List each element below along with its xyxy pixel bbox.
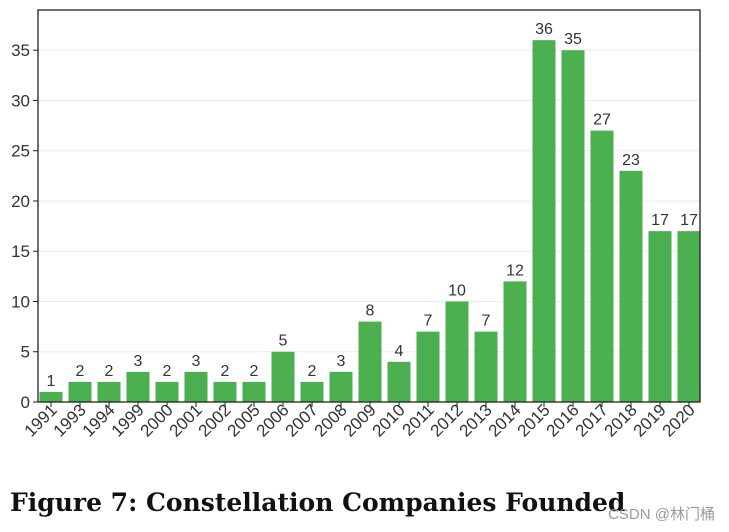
bar xyxy=(242,381,266,402)
y-tick-label: 10 xyxy=(11,292,30,311)
x-tick-label: 1999 xyxy=(108,400,148,440)
bar xyxy=(39,391,63,402)
data-label: 7 xyxy=(424,313,433,330)
bars xyxy=(39,40,701,403)
data-label: 23 xyxy=(622,152,640,169)
x-tick-label: 1994 xyxy=(79,400,119,440)
x-tick-label: 2009 xyxy=(340,400,380,440)
data-label: 3 xyxy=(192,353,201,370)
bar xyxy=(213,381,237,402)
x-tick-label: 2001 xyxy=(166,400,206,440)
y-tick-label: 5 xyxy=(21,343,30,362)
data-label: 35 xyxy=(564,31,582,48)
bar xyxy=(358,321,382,402)
data-label: 8 xyxy=(366,303,375,320)
y-tick-label: 35 xyxy=(11,41,30,60)
x-tick-label: 2020 xyxy=(659,400,699,440)
data-label: 7 xyxy=(482,313,491,330)
bar xyxy=(155,381,179,402)
data-label: 2 xyxy=(163,363,172,380)
bar xyxy=(445,301,469,402)
x-tick-label: 2007 xyxy=(282,400,322,440)
data-label: 3 xyxy=(134,353,143,370)
bar xyxy=(590,130,614,402)
x-tick-label: 2016 xyxy=(543,400,583,440)
bar xyxy=(300,381,324,402)
data-label: 2 xyxy=(308,363,317,380)
data-label: 17 xyxy=(680,212,698,229)
y-tick-label: 25 xyxy=(11,142,30,161)
y-tick-label: 15 xyxy=(11,242,30,261)
bar xyxy=(503,281,527,402)
y-tick-label: 20 xyxy=(11,192,30,211)
data-label: 10 xyxy=(448,282,466,299)
x-tick-label: 1993 xyxy=(50,400,90,440)
x-tick-label: 2017 xyxy=(572,400,612,440)
plot-frame xyxy=(37,9,701,403)
data-label: 2 xyxy=(250,363,259,380)
x-tick-label: 2000 xyxy=(137,400,177,440)
data-label: 4 xyxy=(395,343,404,360)
x-tick-label: 2013 xyxy=(456,400,496,440)
x-tick-label: 2008 xyxy=(311,400,351,440)
bar xyxy=(97,381,121,402)
x-axis-ticks: 1991199319941999200020012002200520062007… xyxy=(21,400,699,440)
data-label: 17 xyxy=(651,212,669,229)
x-tick-label: 2012 xyxy=(427,400,467,440)
y-tick-label: 30 xyxy=(11,91,30,110)
bar xyxy=(648,231,672,402)
bar xyxy=(329,371,353,402)
watermark: CSDN @林门桶 xyxy=(608,506,715,523)
data-label: 2 xyxy=(221,363,230,380)
x-tick-label: 2015 xyxy=(514,400,554,440)
data-label: 2 xyxy=(76,363,85,380)
x-tick-label: 2006 xyxy=(253,400,293,440)
data-label: 3 xyxy=(337,353,346,370)
bar xyxy=(416,331,440,402)
gridlines xyxy=(38,49,700,353)
bar xyxy=(619,170,643,402)
bar xyxy=(271,351,295,402)
bar xyxy=(677,231,701,402)
bar xyxy=(561,50,585,402)
data-label: 5 xyxy=(279,333,288,350)
data-label: 1 xyxy=(47,373,56,390)
bar xyxy=(532,40,556,403)
bar xyxy=(68,381,92,402)
bar xyxy=(184,371,208,402)
figure-caption: Figure 7: Constellation Companies Founde… xyxy=(10,488,626,517)
x-tick-label: 2005 xyxy=(224,400,264,440)
bar xyxy=(387,361,411,402)
y-tick-label: 0 xyxy=(21,393,30,412)
x-tick-label: 2014 xyxy=(485,400,525,440)
x-tick-label: 2010 xyxy=(369,400,409,440)
x-tick-label: 2018 xyxy=(601,400,641,440)
x-tick-label: 2002 xyxy=(195,400,235,440)
data-label: 2 xyxy=(105,363,114,380)
data-label: 27 xyxy=(593,112,611,129)
data-label: 36 xyxy=(535,21,553,38)
y-axis-ticks: 0 5 10 15 20 25 30 35 xyxy=(11,41,38,412)
bar xyxy=(126,371,150,402)
data-label: 12 xyxy=(506,262,524,279)
bar xyxy=(474,331,498,402)
x-tick-label: 2019 xyxy=(630,400,670,440)
